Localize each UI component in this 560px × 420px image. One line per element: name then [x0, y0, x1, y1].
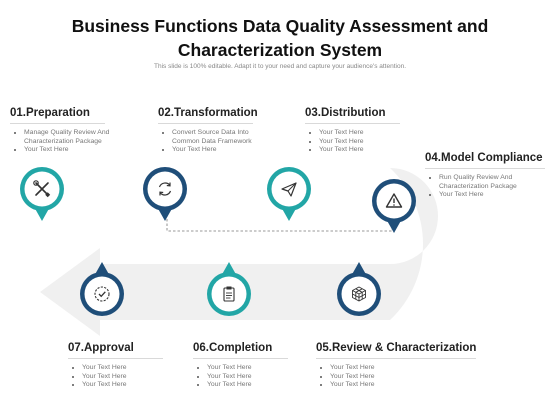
- pin-check-circle: [80, 262, 124, 316]
- step-bullets: Manage Quality Review And Characterizati…: [10, 129, 116, 155]
- refresh-icon: [158, 182, 172, 196]
- step-bullets: Run Quality Review And Characterization …: [425, 174, 545, 200]
- bullet-item: Your Text Here: [439, 191, 545, 200]
- pin-tools: [20, 167, 64, 221]
- step-distribution: 03.Distribution Your Text Here Your Text…: [305, 107, 400, 155]
- warning-icon: [385, 193, 403, 208]
- step-heading: 01.Preparation: [10, 107, 90, 119]
- bullet-item: Your Text Here: [319, 129, 400, 138]
- bullet-item: Your Text Here: [330, 364, 476, 373]
- pins-layer: [20, 167, 416, 316]
- bullet-item: Your Text Here: [24, 146, 116, 155]
- step-heading: 05.Review & Characterization: [316, 342, 477, 354]
- divider: [68, 358, 163, 359]
- pin-face: [84, 276, 120, 312]
- bullet-item: Your Text Here: [330, 381, 476, 390]
- bullet-item: Your Text Here: [319, 146, 400, 155]
- step-review-characterization: 05.Review & Characterization Your Text H…: [316, 342, 476, 390]
- bullet-item: Your Text Here: [330, 373, 476, 382]
- step-bullets: Your Text Here Your Text Here Your Text …: [305, 129, 400, 155]
- step-bullets: Your Text Here Your Text Here Your Text …: [316, 364, 476, 390]
- divider: [316, 358, 476, 359]
- step-approval: 07.Approval Your Text Here Your Text Her…: [68, 342, 163, 390]
- divider: [10, 123, 105, 124]
- bullet-item: Your Text Here: [319, 138, 400, 147]
- bullet-item: Manage Quality Review And Characterizati…: [24, 129, 116, 146]
- step-transformation: 02.Transformation Convert Source Data In…: [158, 107, 262, 155]
- bullet-item: Your Text Here: [82, 381, 163, 390]
- title-line-1: Business Functions Data Quality Assessme…: [71, 16, 489, 36]
- divider: [425, 168, 545, 169]
- bullet-item: Your Text Here: [207, 364, 288, 373]
- step-heading: 03.Distribution: [305, 107, 386, 119]
- cube-icon: [352, 286, 366, 302]
- pin-paper-plane: [267, 167, 311, 221]
- bullet-item: Convert Source Data Into Common Data Fra…: [172, 129, 262, 146]
- dashed-connector: [166, 210, 393, 232]
- step-heading: 02.Transformation: [158, 107, 258, 119]
- divider: [158, 123, 253, 124]
- check-circle-icon: [94, 286, 110, 302]
- paper-plane-icon: [281, 182, 297, 197]
- bullet-item: Your Text Here: [207, 381, 288, 390]
- pin-face: [147, 171, 183, 207]
- bullet-item: Your Text Here: [82, 373, 163, 382]
- bullet-item: Run Quality Review And Characterization …: [439, 174, 537, 191]
- divider: [305, 123, 400, 124]
- step-preparation: 01.Preparation Manage Quality Review And…: [10, 107, 116, 155]
- flow-arrow: [25, 168, 438, 336]
- step-bullets: Your Text Here Your Text Here Your Text …: [68, 364, 163, 390]
- pin-face: [211, 276, 247, 312]
- step-heading: 04.Model Compliance: [425, 152, 543, 164]
- page-title: Business Functions Data Quality Assessme…: [20, 14, 540, 62]
- pin-clipboard: [207, 262, 251, 316]
- step-bullets: Convert Source Data Into Common Data Fra…: [158, 129, 262, 155]
- page-subtitle: This slide is 100% editable. Adapt it to…: [153, 63, 406, 70]
- title-line-2: Characterization System: [177, 40, 383, 60]
- step-bullets: Your Text Here Your Text Here Your Text …: [193, 364, 288, 390]
- step-heading: 06.Completion: [193, 342, 273, 354]
- pin-refresh: [143, 167, 187, 221]
- bullet-item: Your Text Here: [82, 364, 163, 373]
- step-completion: 06.Completion Your Text Here Your Text H…: [193, 342, 288, 390]
- clipboard-icon: [223, 286, 235, 302]
- divider: [193, 358, 288, 359]
- bullet-item: Your Text Here: [207, 373, 288, 382]
- pin-warning: [372, 179, 416, 233]
- pin-face: [271, 171, 307, 207]
- pin-cube: [337, 262, 381, 316]
- step-model-compliance: 04.Model Compliance Run Quality Review A…: [425, 152, 545, 200]
- bullet-item: Your Text Here: [172, 146, 262, 155]
- step-heading: 07.Approval: [68, 342, 134, 354]
